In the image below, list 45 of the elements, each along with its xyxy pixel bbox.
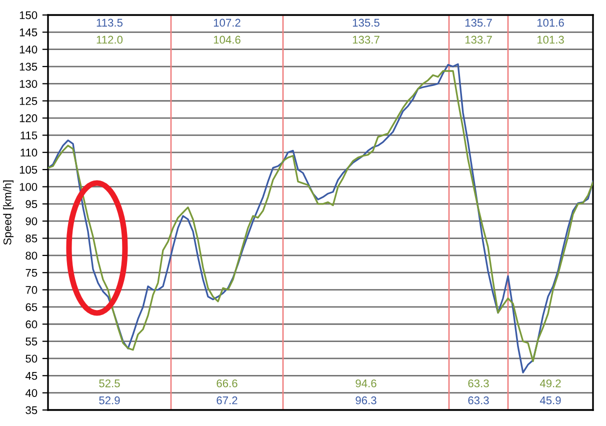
y-tick-label: 125 bbox=[20, 97, 38, 106]
annotation: 96.3 bbox=[356, 396, 376, 404]
y-tick-label: 120 bbox=[20, 114, 38, 122]
y-tick-label: 50 bbox=[26, 354, 38, 363]
annotation: 112.0 bbox=[96, 36, 123, 44]
y-tick-label: 110 bbox=[20, 148, 38, 157]
y-tick-label: 35 bbox=[26, 406, 38, 414]
annotation: 45.9 bbox=[540, 396, 561, 404]
y-tick-label: 115 bbox=[20, 132, 38, 140]
annotation: 52.5 bbox=[99, 379, 120, 388]
y-tick-label: 45 bbox=[25, 372, 38, 380]
annotation: 63.3 bbox=[468, 379, 489, 388]
y-tick-label: 60 bbox=[26, 320, 38, 328]
y-tick-label: 135 bbox=[20, 62, 38, 71]
annotation: 113.5 bbox=[96, 18, 123, 27]
y-tick-label: 150 bbox=[20, 11, 38, 20]
y-tick-label: 130 bbox=[20, 80, 38, 88]
y-tick-label: 145 bbox=[20, 28, 38, 36]
annotation: 66.6 bbox=[216, 379, 238, 388]
annotation: 52.9 bbox=[99, 396, 120, 404]
y-tick-label: 75 bbox=[26, 268, 38, 277]
annotation: 133.7 bbox=[352, 36, 380, 44]
annotation: 63.3 bbox=[468, 396, 489, 404]
annotation: 135.5 bbox=[352, 18, 380, 27]
y-tick-label: 90 bbox=[26, 217, 38, 226]
annotation: 101.6 bbox=[537, 18, 564, 27]
y-tick-label: 70 bbox=[26, 286, 38, 294]
y-tick-label: 55 bbox=[26, 338, 38, 346]
annotation: 49.2 bbox=[540, 379, 561, 388]
y-tick-label: 80 bbox=[26, 252, 38, 260]
y-tick-label: 105 bbox=[20, 166, 38, 174]
annotation: 67.2 bbox=[216, 396, 238, 404]
annotation: 101.3 bbox=[537, 36, 564, 44]
y-tick-label: 95 bbox=[26, 200, 38, 208]
annotation: 94.6 bbox=[356, 379, 376, 388]
annotation: 107.2 bbox=[214, 18, 240, 27]
annotation: 133.7 bbox=[465, 36, 492, 44]
annotation: 104.6 bbox=[214, 36, 240, 44]
y-tick-label: 40 bbox=[25, 389, 38, 397]
y-axis-title: Speed [km/h] bbox=[3, 180, 14, 245]
y-tick-label: 100 bbox=[20, 183, 38, 191]
y-tick-label: 140 bbox=[20, 46, 38, 54]
y-tick-label: 85 bbox=[26, 234, 38, 242]
y-tick-label: 65 bbox=[26, 303, 38, 312]
annotation: 135.7 bbox=[465, 18, 492, 27]
